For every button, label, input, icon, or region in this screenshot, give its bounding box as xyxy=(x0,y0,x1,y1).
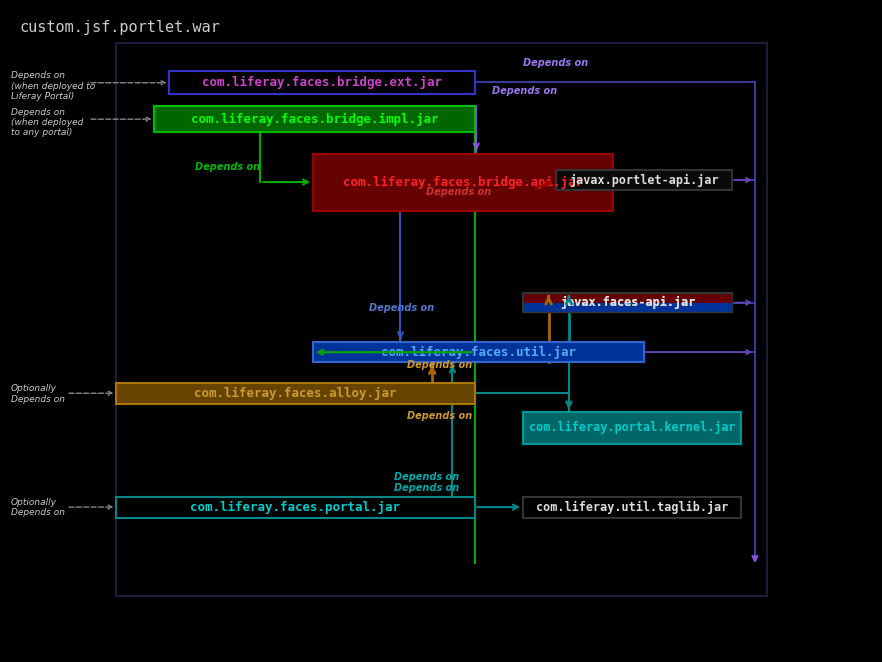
Text: javax.faces-api.jar: javax.faces-api.jar xyxy=(560,296,695,309)
Bar xyxy=(523,293,732,312)
Text: com.liferay.util.taglib.jar: com.liferay.util.taglib.jar xyxy=(535,500,729,514)
Text: com.liferay.faces.bridge.api.jar: com.liferay.faces.bridge.api.jar xyxy=(343,175,583,189)
Bar xyxy=(523,293,732,312)
Text: com.liferay.faces.bridge.impl.jar: com.liferay.faces.bridge.impl.jar xyxy=(191,113,438,126)
Text: custom.jsf.portlet.war: custom.jsf.portlet.war xyxy=(19,21,220,35)
Text: com.liferay.faces.util.jar: com.liferay.faces.util.jar xyxy=(381,346,576,359)
Text: com.liferay.faces.portal.jar: com.liferay.faces.portal.jar xyxy=(191,500,400,514)
Bar xyxy=(523,293,732,303)
Text: Depends on: Depends on xyxy=(407,410,472,421)
Text: Optionally
Depends on: Optionally Depends on xyxy=(11,384,64,404)
Text: Depends on: Depends on xyxy=(394,471,460,482)
Bar xyxy=(556,170,732,190)
Text: Depends on: Depends on xyxy=(407,360,472,371)
Bar xyxy=(116,43,767,596)
Bar xyxy=(523,303,732,312)
Text: Depends on
(when deployed
to any portal): Depends on (when deployed to any portal) xyxy=(11,107,83,138)
Text: javax.faces-api.jar: javax.faces-api.jar xyxy=(560,296,695,309)
Text: com.liferay.faces.alloy.jar: com.liferay.faces.alloy.jar xyxy=(194,387,397,400)
Bar xyxy=(154,106,475,132)
Text: Optionally
Depends on: Optionally Depends on xyxy=(11,498,64,518)
Text: Depends on: Depends on xyxy=(523,58,588,68)
Bar xyxy=(523,412,741,444)
Bar xyxy=(523,496,741,518)
Bar xyxy=(116,496,475,518)
Text: Depends on
(when deployed to
Liferay Portal): Depends on (when deployed to Liferay Por… xyxy=(11,71,95,101)
Bar xyxy=(313,342,644,362)
Text: Depends on: Depends on xyxy=(426,187,491,197)
Text: javax.portlet-api.jar: javax.portlet-api.jar xyxy=(569,173,719,187)
Text: Depends on: Depends on xyxy=(195,162,260,172)
Text: Depends on: Depends on xyxy=(369,303,434,313)
Bar xyxy=(116,383,475,404)
Text: Depends on: Depends on xyxy=(492,86,557,97)
Bar xyxy=(169,71,475,94)
Bar xyxy=(313,154,613,211)
Text: com.liferay.faces.bridge.ext.jar: com.liferay.faces.bridge.ext.jar xyxy=(202,76,442,89)
Text: Depends on: Depends on xyxy=(394,483,460,493)
Text: com.liferay.portal.kernel.jar: com.liferay.portal.kernel.jar xyxy=(528,421,736,434)
